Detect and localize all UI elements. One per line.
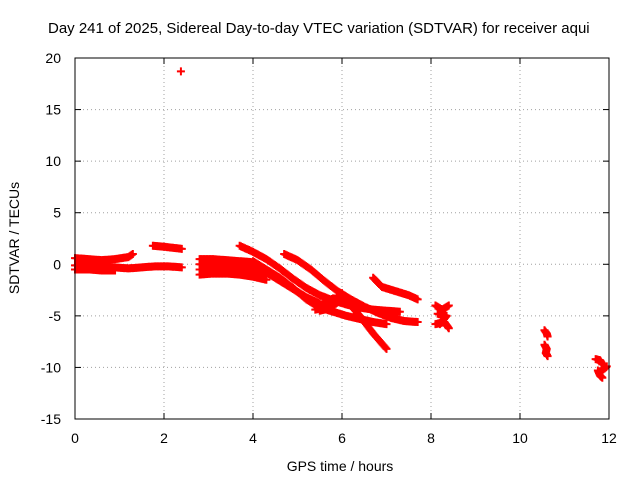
y-tick-label: 5 xyxy=(53,205,61,221)
x-tick-label: 6 xyxy=(338,430,346,446)
data-point xyxy=(315,306,324,315)
series-arc-20 xyxy=(540,326,552,341)
series-arc-15 xyxy=(315,295,346,315)
series-arc-16 xyxy=(369,273,422,304)
data-point xyxy=(543,352,552,361)
grid xyxy=(75,58,609,419)
data-point xyxy=(598,373,607,382)
series-arc-22 xyxy=(591,355,607,369)
series-arc-3 xyxy=(71,265,120,275)
data-point xyxy=(262,275,271,284)
data-points xyxy=(71,67,611,382)
x-tick-label: 2 xyxy=(160,430,168,446)
x-tick-label: 10 xyxy=(512,430,528,446)
data-point xyxy=(413,318,422,327)
x-tick-labels: 0 2 4 6 8 10 12 xyxy=(71,430,617,446)
x-tick-label: 12 xyxy=(601,430,617,446)
series-arc-21 xyxy=(540,340,552,361)
x-axis-label: GPS time / hours xyxy=(287,458,394,474)
y-axis-label: SDTVAR / TECUs xyxy=(6,182,22,294)
data-point xyxy=(382,320,391,329)
y-tick-label: -10 xyxy=(41,359,61,375)
data-point xyxy=(382,344,391,353)
y-tick-labels: -15 -10 -5 0 5 10 15 20 xyxy=(41,50,61,427)
y-tick-label: 15 xyxy=(45,102,61,118)
series-arc-19 xyxy=(431,318,453,333)
y-tick-label: -5 xyxy=(49,308,62,324)
data-point xyxy=(111,266,120,275)
y-tick-label: -15 xyxy=(41,411,61,427)
y-tick-label: 20 xyxy=(45,50,61,66)
series-arc-8 xyxy=(195,269,271,284)
series-outlier xyxy=(176,67,185,76)
series-arc-24 xyxy=(596,362,611,376)
x-tick-label: 4 xyxy=(249,430,257,446)
series-arc-17 xyxy=(431,301,453,314)
data-point xyxy=(128,249,137,258)
data-point xyxy=(395,307,404,316)
series-arc-1 xyxy=(71,249,137,265)
plot-frame xyxy=(74,57,610,420)
x-tick-label: 0 xyxy=(71,430,79,446)
data-point xyxy=(444,324,453,333)
data-point xyxy=(176,67,185,76)
x-tick-label: 8 xyxy=(427,430,435,446)
data-point xyxy=(413,295,422,304)
chart-title: Day 241 of 2025, Sidereal Day-to-day VTE… xyxy=(48,20,590,37)
data-point xyxy=(543,332,552,341)
y-tick-label: 10 xyxy=(45,153,61,169)
data-point xyxy=(177,263,186,272)
data-point xyxy=(177,244,186,253)
data-point xyxy=(444,301,453,310)
y-tick-label: 0 xyxy=(53,256,61,272)
series-arc-4 xyxy=(148,241,186,253)
series-arc-12 xyxy=(280,249,422,327)
